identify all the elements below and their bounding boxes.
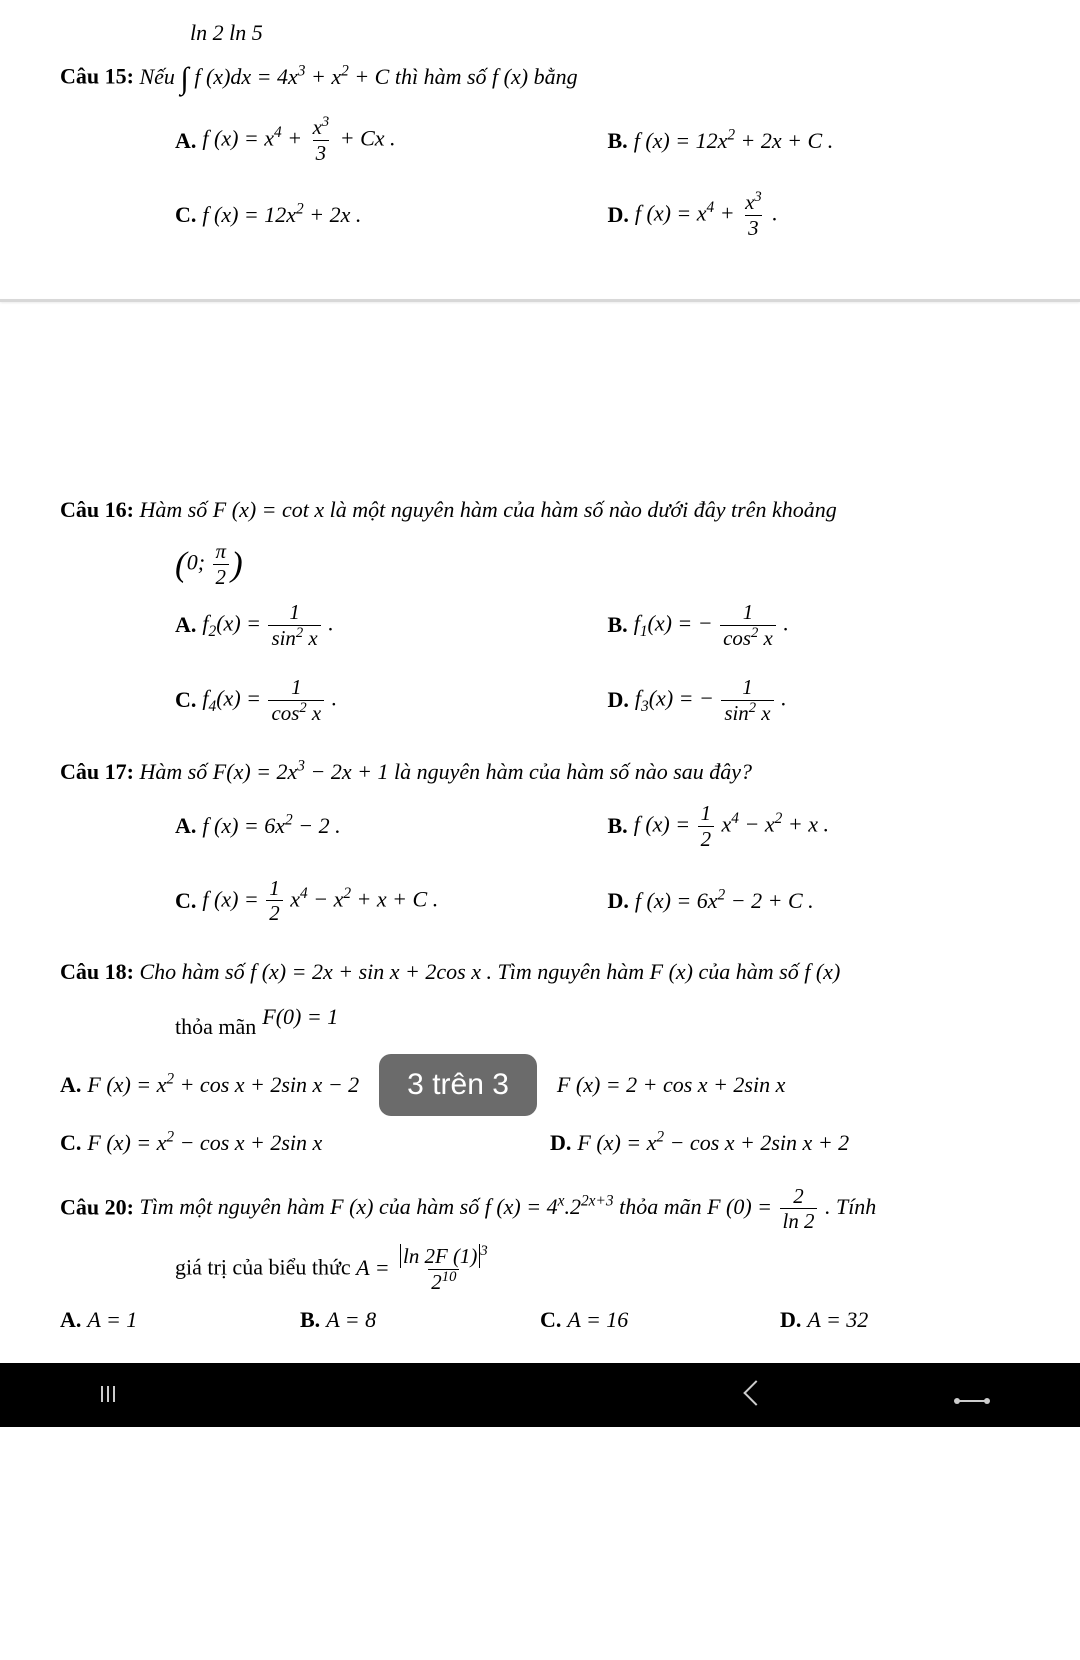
question-16: Câu 16: Hàm số F (x) = cot x là một nguy… [60, 492, 1020, 724]
q17-option-d[interactable]: D. f (x) = 6x2 − 2 + C . [608, 878, 1021, 925]
q18-label: Câu 18: [60, 959, 134, 984]
q17-options: A. f (x) = 6x2 − 2 . B. f (x) = 12 x4 − … [60, 803, 1020, 925]
thoaman-text: thỏa mãn [175, 1014, 256, 1040]
q18-row-cd: C. F (x) = x2 − cos x + 2sin x D. F (x) … [60, 1130, 1020, 1156]
document-page: ln 2 ln 5 Câu 15: Nếu ∫ f (x)dx = 4x3 + … [0, 0, 1080, 239]
question-15: Câu 15: Nếu ∫ f (x)dx = 4x3 + x2 + C thì… [60, 54, 1020, 239]
q16-option-a[interactable]: A. f2(x) = 1sin2 x . [175, 602, 588, 649]
q20-option-d[interactable]: D.A = 32 [780, 1307, 1020, 1333]
q16-header: Câu 16: Hàm số F (x) = cot x là một nguy… [60, 492, 1020, 527]
document-page-2: Câu 16: Hàm số F (x) = cot x là một nguy… [0, 472, 1080, 1333]
q15-option-c[interactable]: C. f (x) = 12x2 + 2x . [175, 192, 588, 239]
q16-option-c[interactable]: C. f4(x) = 1cos2 x . [175, 677, 588, 724]
q20-options: A.A = 1 B.A = 8 C.A = 16 D.A = 32 [60, 1307, 1020, 1333]
q17-option-a[interactable]: A. f (x) = 6x2 − 2 . [175, 803, 588, 850]
q16-option-d[interactable]: D. f3(x) = − 1sin2 x . [608, 677, 1021, 724]
top-fragment: ln 2 ln 5 [60, 20, 1020, 46]
q17-label: Câu 17: [60, 759, 134, 784]
q20-header: Câu 20: Tìm một nguyên hàm F (x) của hàm… [60, 1186, 1020, 1233]
q17-option-b[interactable]: B. f (x) = 12 x4 − x2 + x . [608, 803, 1021, 850]
q18-option-d[interactable]: D. F (x) = x2 − cos x + 2sin x + 2 [550, 1130, 1020, 1156]
q16-options: A. f2(x) = 1sin2 x . B. f1(x) = − 1cos2 … [60, 602, 1020, 724]
q15-option-b[interactable]: B. f (x) = 12x2 + 2x + C . [608, 117, 1021, 164]
spacer [0, 302, 1080, 472]
q18-condition: thỏa mãn F(0) = 1 [60, 1004, 1020, 1040]
handle-icon[interactable] [952, 1382, 992, 1408]
q16-label: Câu 16: [60, 497, 134, 522]
q18-option-c[interactable]: C. F (x) = x2 − cos x + 2sin x [60, 1130, 530, 1156]
question-20: Câu 20: Tìm một nguyên hàm F (x) của hàm… [60, 1186, 1020, 1334]
q15-label: Câu 15: [60, 64, 134, 89]
back-icon[interactable] [736, 1382, 776, 1408]
q20-option-b[interactable]: B.A = 8 [300, 1307, 540, 1333]
q16-interval: (0; π2) [60, 541, 1020, 588]
q20-option-a[interactable]: A.A = 1 [60, 1307, 300, 1333]
q20-expression: giá trị của biểu thức A = ln 2F (1)3210 [60, 1246, 1020, 1293]
q17-option-c[interactable]: C. f (x) = 12 x4 − x2 + x + C . [175, 878, 588, 925]
q15-header: Câu 15: Nếu ∫ f (x)dx = 4x3 + x2 + C thì… [60, 54, 1020, 103]
q15-option-d[interactable]: D. f (x) = x4 + x33 . [608, 192, 1021, 239]
question-17: Câu 17: Hàm số F(x) = 2x3 − 2x + 1 là ng… [60, 754, 1020, 925]
android-nav-bar [0, 1363, 1080, 1427]
q20-label: Câu 20: [60, 1194, 134, 1219]
q18-row-ab: A. F (x) = x2 + cos x + 2sin x − 2 3 trê… [60, 1054, 1020, 1116]
q15-options: A. f (x) = x4 + x33 + Cx . B. f (x) = 12… [60, 117, 1020, 239]
q20-option-c[interactable]: C.A = 16 [540, 1307, 780, 1333]
question-18: Câu 18: Cho hàm số f (x) = 2x + sin x + … [60, 954, 1020, 1155]
recent-apps-icon[interactable] [88, 1382, 128, 1408]
q18-option-a[interactable]: A. F (x) = x2 + cos x + 2sin x − 2 [60, 1072, 359, 1098]
page-indicator-badge: 3 trên 3 [379, 1054, 537, 1116]
q16-option-b[interactable]: B. f1(x) = − 1cos2 x . [608, 602, 1021, 649]
q18-option-b[interactable]: F (x) = 2 + cos x + 2sin x [557, 1072, 785, 1098]
q15-option-a[interactable]: A. f (x) = x4 + x33 + Cx . [175, 117, 588, 164]
q17-header: Câu 17: Hàm số F(x) = 2x3 − 2x + 1 là ng… [60, 754, 1020, 789]
q18-header: Câu 18: Cho hàm số f (x) = 2x + sin x + … [60, 954, 1020, 989]
